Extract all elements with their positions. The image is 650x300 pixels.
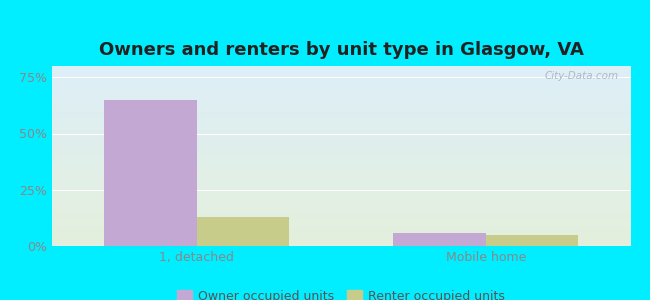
Legend: Owner occupied units, Renter occupied units: Owner occupied units, Renter occupied un… [172, 285, 510, 300]
Text: City-Data.com: City-Data.com [545, 71, 619, 81]
Bar [486, 236, 578, 246]
Bar [196, 217, 289, 246]
Bar [393, 233, 486, 246]
Bar [104, 100, 196, 246]
Title: Owners and renters by unit type in Glasgow, VA: Owners and renters by unit type in Glasg… [99, 41, 584, 59]
